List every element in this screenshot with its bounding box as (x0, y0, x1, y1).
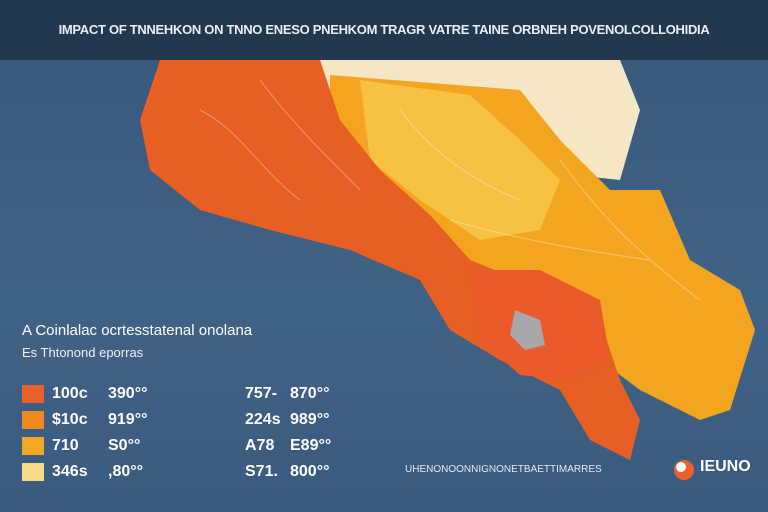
header-band (0, 0, 768, 60)
legend-label: A78 (245, 437, 275, 454)
source: UHENONOONNIGNONETBAETTIMARRES (405, 464, 602, 475)
legend-swatch (22, 385, 44, 403)
legend-value: 800°° (290, 463, 330, 480)
legend-value: ,80°° (108, 463, 144, 480)
subtitle: A Coinlalac ocrtesstatenal onolana (22, 322, 253, 339)
lake (510, 310, 545, 350)
legend-label: 346s (52, 463, 88, 480)
legend-swatch (22, 411, 44, 429)
subtitle: Es Thtonond eporras (22, 345, 144, 360)
legend-label: 100c (52, 385, 88, 402)
legend-label: 757- (245, 385, 278, 402)
title: IMPACT OF TNNEHKON ON TNNO ENESO PNEHKOM… (58, 22, 710, 37)
logo-icon (676, 462, 686, 472)
legend-label: 710 (52, 437, 79, 454)
legend-label: 224s (245, 411, 281, 428)
legend-value: 919°° (108, 411, 148, 428)
legend-swatch (22, 437, 44, 455)
legend-label: S71. (245, 463, 278, 480)
legend-label: $10c (52, 411, 88, 428)
region-yellow (360, 80, 560, 240)
legend-value: 390°° (108, 385, 148, 402)
logo-text: IEUNO (700, 458, 751, 475)
borders (199, 79, 701, 301)
legend-swatch (22, 463, 44, 481)
legend-value: 989°° (290, 411, 330, 428)
legend-value: S0°° (108, 437, 141, 454)
legend-value: E89°° (290, 437, 332, 454)
legend-value: 870°° (290, 385, 330, 402)
